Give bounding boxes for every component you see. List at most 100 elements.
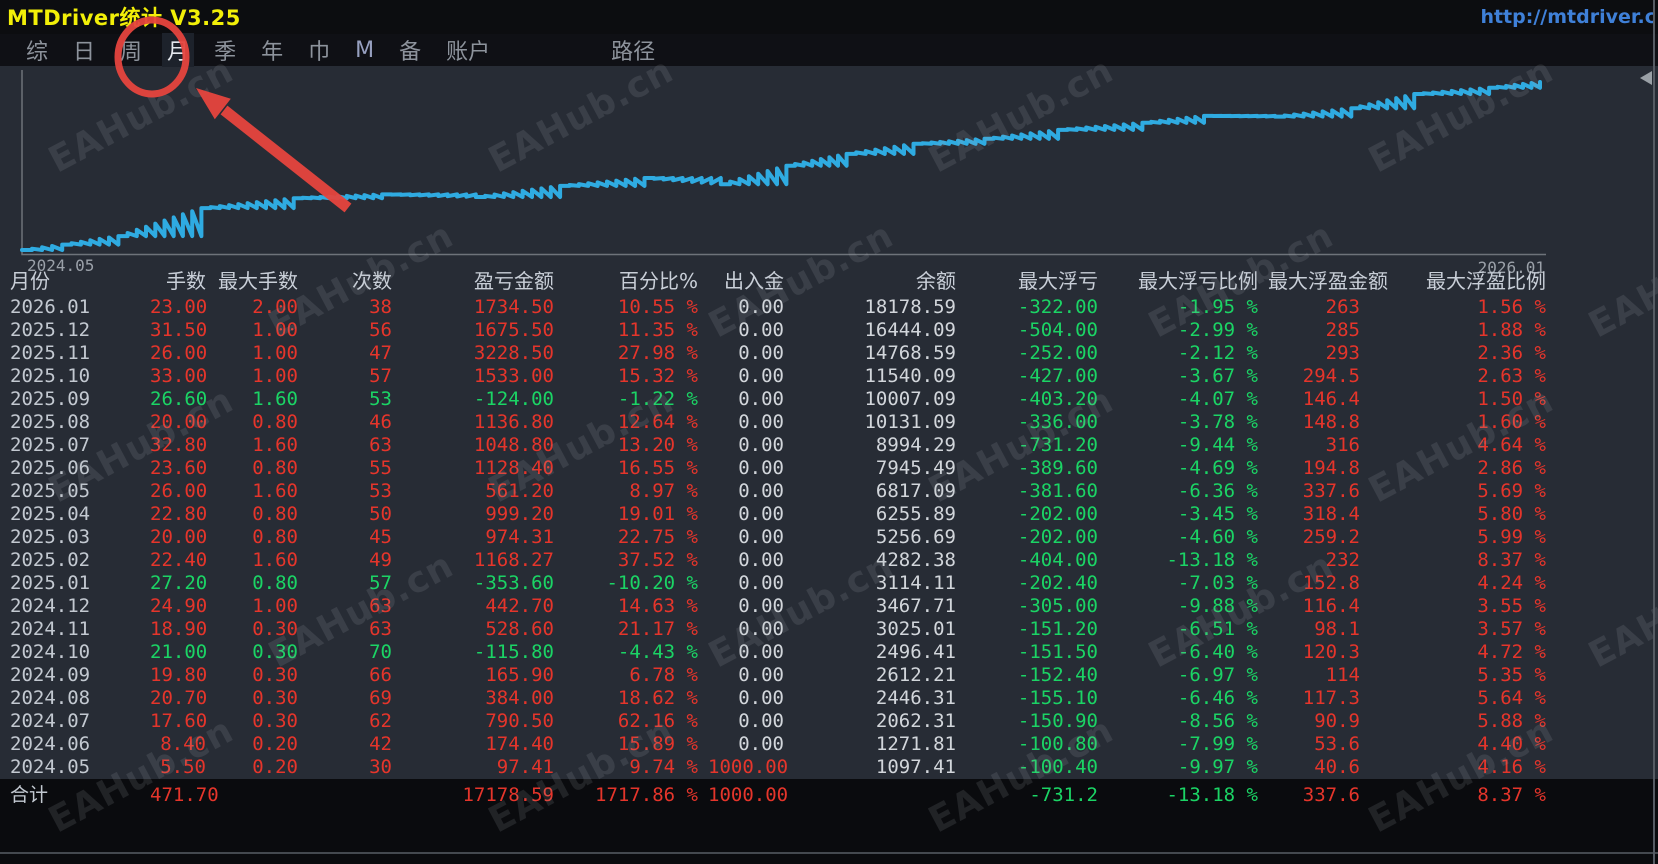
menu-item-summary[interactable]: 综 [26, 40, 49, 65]
cell-lots: 18.90 [150, 618, 208, 640]
cell-max_fp: 146.4 [1302, 388, 1360, 410]
cell-lots: 27.20 [150, 572, 208, 594]
cell-inout: 0.00 [738, 687, 784, 709]
cell-max_dd_pct: -8.56 % [1177, 710, 1258, 732]
app-title: MTDriver统计 V3.25 [7, 6, 241, 30]
menu-item-year[interactable]: 年 [261, 40, 284, 65]
cell-month: 2025.09 [10, 388, 91, 410]
cell-max_lots: 0.80 [252, 503, 298, 525]
cell-count [308, 779, 402, 815]
equity-line [20, 80, 1542, 252]
cell-count: 42 [369, 733, 392, 755]
cell-lots: 32.80 [150, 434, 208, 456]
cell-month: 2024.10 [10, 641, 91, 663]
cell-max_fp: 194.8 [1302, 457, 1360, 479]
cell-max_dd_pct: -4.07 % [1177, 388, 1258, 410]
cell-max_lots: 0.30 [252, 664, 298, 686]
cell-max_fp_pct: 3.57 % [1477, 618, 1546, 640]
menu-item-month[interactable]: 月 [162, 33, 195, 67]
cell-count: 69 [369, 687, 392, 709]
table-row: 2024.05 5.50 0.20 30 97.41 9.74 % 1000.00 1097.… [0, 756, 1658, 779]
cell-month: 2025.02 [10, 549, 91, 571]
cell-max_fp: 148.8 [1302, 411, 1360, 433]
menu-item-backup[interactable]: 备 [399, 40, 422, 65]
cell-max_fp: 40.6 [1314, 756, 1360, 778]
cell-lots: 20.00 [150, 411, 208, 433]
cell-lots: 21.00 [150, 641, 208, 663]
cell-max_dd_pct: -3.67 % [1177, 365, 1258, 387]
cell-max_fp: 98.1 [1314, 618, 1360, 640]
col-header-max_dd_pct: 最大浮亏比例 [1138, 269, 1258, 293]
cell-max_fp_pct: 5.99 % [1477, 526, 1546, 548]
cell-pnl: -353.60 [473, 572, 554, 594]
header-row: 月份 手数 最大手数 次数 盈亏金额 百分比% 出入金 余额 最大浮亏 最大浮亏比例 最大浮盈金额 最… [0, 268, 1658, 296]
cell-max_fp_pct: 4.64 % [1477, 434, 1546, 456]
cell-max_fp_pct: 1.88 % [1477, 319, 1546, 341]
site-url[interactable]: http://mtdriver.c [1480, 6, 1656, 28]
menu-item-currency[interactable]: 巾 [308, 40, 331, 65]
cell-pnl: 1734.50 [473, 296, 554, 318]
menu-item-quarter[interactable]: 季 [214, 40, 237, 65]
cell-month: 2025.03 [10, 526, 91, 548]
table-row: 2025.03 20.00 0.80 45 974.31 22.75 % 0.00 5256.… [0, 526, 1658, 549]
cell-max_fp: 152.8 [1302, 572, 1360, 594]
cell-balance: 16444.09 [864, 319, 956, 341]
cell-lots: 17.60 [150, 710, 208, 732]
cell-inout: 0.00 [738, 434, 784, 456]
cell-pnl: 999.20 [485, 503, 554, 525]
cell-max_fp_pct: 3.55 % [1477, 595, 1546, 617]
cell-max_dd: -100.80 [1017, 733, 1098, 755]
menu-item-week[interactable]: 周 [120, 40, 143, 65]
cell-pct: -10.20 % [606, 572, 698, 594]
cell-balance: 6255.89 [875, 503, 956, 525]
cell-max_fp: 90.9 [1314, 710, 1360, 732]
cell-max_lots: 0.30 [252, 687, 298, 709]
cell-max_dd: -381.60 [1017, 480, 1098, 502]
menu-item-account[interactable]: 账户 [446, 40, 491, 65]
menu-item-day[interactable]: 日 [73, 40, 96, 65]
cell-max_dd_pct: -9.88 % [1177, 595, 1258, 617]
cell-max_dd_pct: -3.45 % [1177, 503, 1258, 525]
cell-max_dd_pct: -13.18 % [1166, 784, 1258, 806]
cell-pct: 9.74 % [629, 756, 698, 778]
menu-item-path[interactable]: 路径 [611, 40, 656, 65]
menu-item-m[interactable]: M [355, 37, 375, 63]
cell-max_fp: 117.3 [1302, 687, 1360, 709]
cell-max_fp: 263 [1325, 296, 1360, 318]
cell-lots: 23.60 [150, 457, 208, 479]
cell-max_dd_pct: -7.03 % [1177, 572, 1258, 594]
cell-max_lots: 0.30 [252, 710, 298, 732]
cell-month: 2024.07 [10, 710, 91, 732]
cell-month: 2025.08 [10, 411, 91, 433]
cell-pct: 15.89 % [617, 733, 698, 755]
cell-max_dd_pct: -6.40 % [1177, 641, 1258, 663]
table-row: 2025.06 23.60 0.80 55 1128.40 16.55 % 0.00 7945… [0, 457, 1658, 480]
cell-balance: 5256.69 [875, 526, 956, 548]
cell-max_lots: 2.00 [252, 296, 298, 318]
chart-axes [21, 70, 1546, 256]
cell-max_lots: 1.00 [252, 595, 298, 617]
cell-max_fp: 259.2 [1302, 526, 1360, 548]
table-row: 2025.12 31.50 1.00 56 1675.50 11.35 % 0.00 1644… [0, 319, 1658, 342]
cell-count: 62 [369, 710, 392, 732]
total-row: 合计 471.70 17178.59 1717.86 % 1000.00 -731.2 -1… [0, 779, 1658, 815]
table-footer: 合计 471.70 17178.59 1717.86 % 1000.00 -731.2 -1… [0, 779, 1658, 864]
cell-pnl: 974.31 [485, 526, 554, 548]
cell-month: 2025.12 [10, 319, 91, 341]
cell-pct: 11.35 % [617, 319, 698, 341]
cell-max_fp: 53.6 [1314, 733, 1360, 755]
table-body: 2026.01 23.00 2.00 38 1734.50 10.55 % 0.00 1817… [0, 296, 1658, 779]
cell-balance: 2612.21 [875, 664, 956, 686]
cell-lots: 20.00 [150, 526, 208, 548]
cell-pct: 16.55 % [617, 457, 698, 479]
cell-max_dd: -336.00 [1017, 411, 1098, 433]
cell-pct: 8.97 % [629, 480, 698, 502]
cell-pnl: 165.90 [485, 664, 554, 686]
cell-max_dd: -731.2 [1029, 784, 1098, 806]
cell-max_lots: 0.30 [252, 641, 298, 663]
cell-max_fp: 114 [1325, 664, 1360, 686]
cell-pnl: 3228.50 [473, 342, 554, 364]
cell-max_lots: 0.80 [252, 411, 298, 433]
cell-month: 2024.12 [10, 595, 91, 617]
cell-max_dd: -202.40 [1017, 572, 1098, 594]
